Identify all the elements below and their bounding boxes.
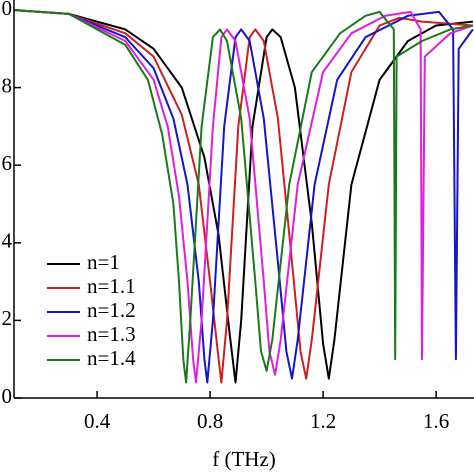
y-tick-label: 0.6 <box>0 151 12 175</box>
y-tick-label: 0.2 <box>0 306 12 330</box>
series-line <box>14 9 474 384</box>
legend-label: n=1.1 <box>87 274 136 298</box>
y-tick-label: 0.4 <box>0 229 13 253</box>
x-tick-label: 1.6 <box>423 409 449 433</box>
x-tick-label: 0.4 <box>84 409 111 433</box>
series-line <box>14 9 474 384</box>
series-line <box>14 9 474 384</box>
plot-lines <box>14 9 474 384</box>
legend-label: n=1.4 <box>87 346 136 370</box>
x-tick-label: 0.8 <box>197 409 223 433</box>
y-tick-label: 1.0 <box>0 0 12 20</box>
legend-label: n=1 <box>87 250 120 274</box>
y-tick-label: 0.0 <box>0 384 12 408</box>
series-line <box>14 9 474 384</box>
series-line <box>14 9 473 384</box>
legend-label: n=1.3 <box>87 322 136 346</box>
x-axis-label: f (THz) <box>212 447 276 471</box>
y-tick-label: 0.8 <box>0 73 12 97</box>
legend-label: n=1.2 <box>87 298 136 322</box>
x-tick-label: 1.2 <box>310 409 336 433</box>
